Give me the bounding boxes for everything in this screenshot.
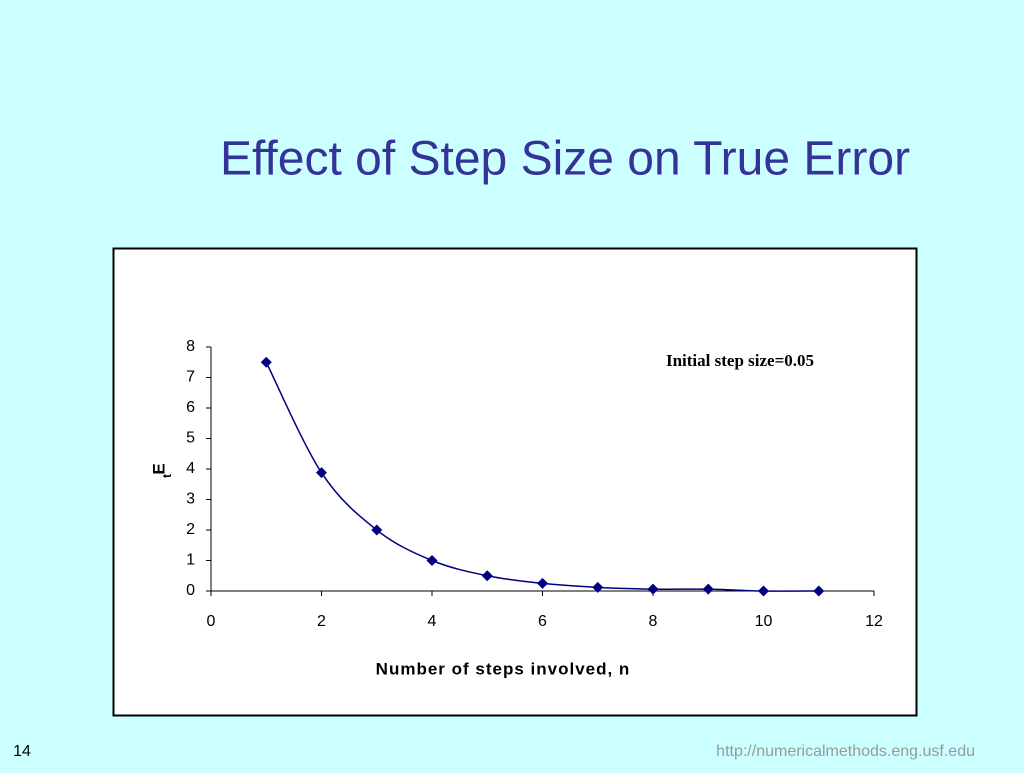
- x-tick-label: 8: [649, 613, 658, 630]
- y-tick-label: 4: [186, 460, 195, 477]
- series-line: [265, 361, 819, 592]
- marker: [426, 555, 438, 566]
- x-tick-label: 2: [317, 613, 326, 630]
- x-tick-label: 12: [865, 613, 883, 630]
- y-label-subscript: t: [160, 474, 174, 478]
- annotation: Initial step size=0.05: [666, 351, 814, 370]
- y-tick-label: 1: [186, 552, 195, 569]
- y-tick-label: 8: [186, 338, 195, 355]
- y-tick-label: 6: [186, 399, 195, 416]
- x-tick-label: 10: [755, 613, 773, 630]
- marker: [647, 583, 659, 595]
- marker: [592, 581, 604, 593]
- slide-title: Effect of Step Size on True Error: [220, 133, 910, 186]
- marker: [260, 356, 272, 368]
- y-tick-label: 3: [186, 491, 195, 508]
- y-tick-label: 7: [186, 369, 195, 386]
- chart-frame: [112, 247, 918, 717]
- x-tick-label: 4: [428, 613, 437, 630]
- y-tick-label: 2: [186, 521, 195, 538]
- x-axis-label: Number of steps involved, n: [376, 659, 631, 678]
- y-tick-label: 0: [186, 582, 195, 599]
- page-number: 14: [13, 743, 31, 760]
- marker: [537, 577, 548, 589]
- marker: [316, 467, 327, 479]
- x-tick-label: 0: [207, 613, 216, 630]
- y-axis-label: E t: [149, 463, 174, 478]
- marker: [758, 585, 769, 597]
- y-label-main: E: [149, 463, 168, 474]
- footer-url: http://numericalmethods.eng.usf.edu: [716, 743, 975, 760]
- marker: [371, 524, 383, 536]
- y-tick-label: 5: [186, 430, 195, 447]
- marker: [813, 585, 825, 597]
- x-tick-label: 6: [538, 613, 547, 630]
- marker: [481, 570, 493, 582]
- marker: [702, 583, 714, 595]
